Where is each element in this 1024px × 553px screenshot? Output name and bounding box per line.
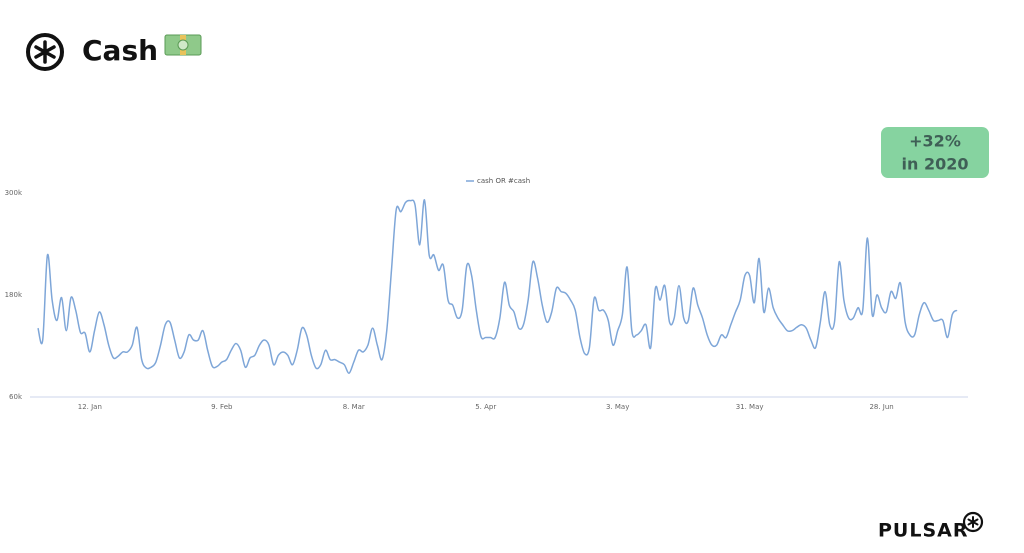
legend-label: cash OR #cash xyxy=(477,177,530,185)
y-tick-label: 60k xyxy=(9,393,23,401)
x-tick-label: 28. Jun xyxy=(869,403,893,411)
y-tick-label: 180k xyxy=(5,291,23,299)
chart-title: Cash xyxy=(82,34,158,67)
x-tick-label: 3. May xyxy=(606,403,629,411)
x-tick-label: 31. May xyxy=(736,403,764,411)
x-tick-label: 12. Jan xyxy=(78,403,102,411)
annotation-value: +32% xyxy=(909,132,961,151)
logo xyxy=(26,33,64,71)
brand-logo xyxy=(962,511,984,533)
y-tick-label: 300k xyxy=(5,189,23,197)
line xyxy=(37,199,958,374)
x-tick-label: 8. Mar xyxy=(343,403,365,411)
annotation-text: in 2020 xyxy=(902,155,969,174)
x-tick-label: 9. Feb xyxy=(211,403,233,411)
annotation-box xyxy=(881,127,989,178)
x-tick-label: 5. Apr xyxy=(475,403,496,411)
brand: PULSAR xyxy=(878,520,968,542)
money-icon xyxy=(164,34,202,56)
